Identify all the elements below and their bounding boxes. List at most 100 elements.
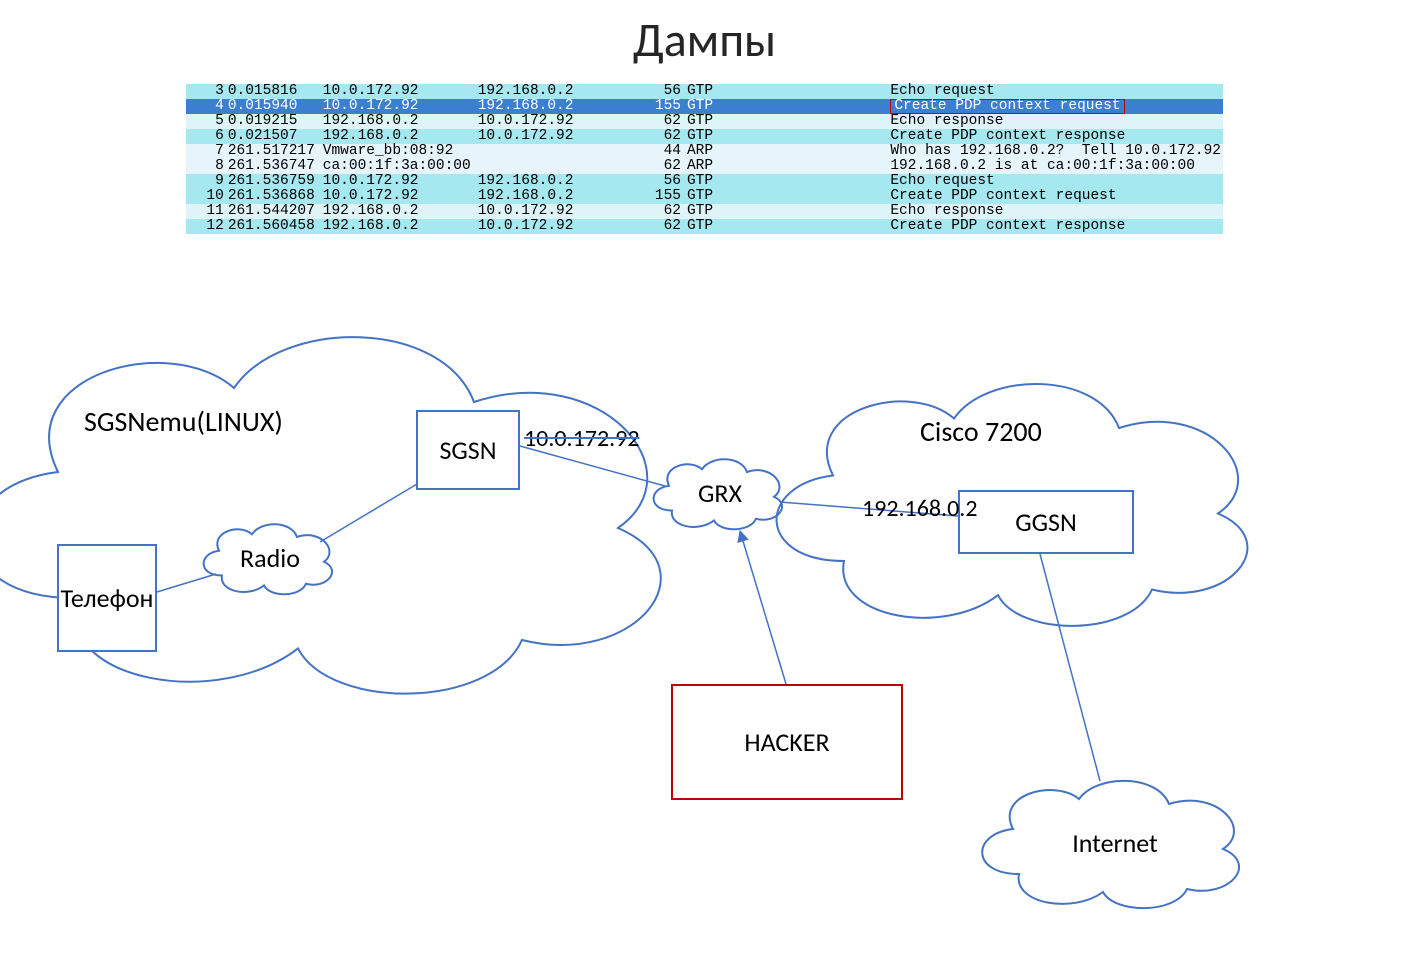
ip-ggsn-label: 192.168.0.2 — [862, 494, 978, 523]
packet-row[interactable]: 11261.544207192.168.0.210.0.172.9262GTPE… — [186, 204, 1223, 219]
packet-row[interactable]: 10261.53686810.0.172.92192.168.0.2155GTP… — [186, 189, 1223, 204]
packet-cell: GTP — [685, 204, 888, 219]
packet-cell: 12 — [186, 219, 226, 234]
packet-cell: 62 — [640, 204, 685, 219]
packet-cell: Vmware_bb:08:92 — [321, 144, 476, 159]
packet-cell: 192.168.0.2 — [476, 84, 640, 99]
packet-cell: 10.0.172.92 — [476, 114, 640, 129]
svg-text:Internet: Internet — [1072, 827, 1158, 859]
packet-cell: GTP — [685, 129, 888, 144]
packet-cell: 10.0.172.92 — [321, 174, 476, 189]
packet-cell: 3 — [186, 84, 226, 99]
packet-cell: 56 — [640, 174, 685, 189]
packet-cell: 4 — [186, 99, 226, 114]
packet-cell: GTP — [685, 84, 888, 99]
ip-sgsn-label: 10.0.172.92 — [524, 424, 640, 453]
packet-cell: 0.021507 — [226, 129, 321, 144]
packet-row[interactable]: 50.019215192.168.0.210.0.172.9262GTPEcho… — [186, 114, 1223, 129]
packet-cell: 5 — [186, 114, 226, 129]
packet-cell: Echo response — [888, 204, 1223, 219]
packet-cell: 11 — [186, 204, 226, 219]
packet-cell: ARP — [685, 144, 888, 159]
packet-row[interactable]: 8261.536747ca:00:1f:3a:00:00 62ARP192.168… — [186, 159, 1223, 174]
packet-cell: GTP — [685, 189, 888, 204]
packet-cell: 0.015940 — [226, 99, 321, 114]
packet-cell: 192.168.0.2 — [321, 204, 476, 219]
packet-cell: 10.0.172.92 — [476, 129, 640, 144]
packet-cell: 155 — [640, 189, 685, 204]
sgsn-label: SGSN — [439, 434, 496, 466]
packet-cell: GTP — [685, 99, 888, 114]
packet-cell: GTP — [685, 174, 888, 189]
packet-cell: Create PDP context request — [888, 189, 1223, 204]
packet-cell: 192.168.0.2 — [476, 99, 640, 114]
packet-cell: 10 — [186, 189, 226, 204]
packet-row[interactable]: 9261.53675910.0.172.92192.168.0.256GTPEc… — [186, 174, 1223, 189]
packet-cell: Who has 192.168.0.2? Tell 10.0.172.92 — [888, 144, 1223, 159]
hacker-node: HACKER — [671, 684, 903, 800]
diagram-svg: Radio GRX Internet — [0, 284, 1409, 924]
packet-row[interactable]: 40.01594010.0.172.92192.168.0.2155GTPCre… — [186, 99, 1223, 114]
packet-row[interactable]: 7261.517217Vmware_bb:08:92 44ARPWho has 1… — [186, 144, 1223, 159]
packet-cell: 44 — [640, 144, 685, 159]
packet-cell: 10.0.172.92 — [476, 204, 640, 219]
packet-cell: Create PDP context response — [888, 129, 1223, 144]
packet-cell — [476, 159, 640, 174]
packet-cell: 56 — [640, 84, 685, 99]
packet-cell — [476, 144, 640, 159]
highlighted-info: Create PDP context request — [890, 99, 1124, 114]
sgsn-node: SGSN — [416, 410, 520, 490]
packet-cell: GTP — [685, 114, 888, 129]
packet-row[interactable]: 60.021507192.168.0.210.0.172.9262GTPCrea… — [186, 129, 1223, 144]
packet-cell: 10.0.172.92 — [321, 84, 476, 99]
packet-cell: 0.019215 — [226, 114, 321, 129]
packet-dump-table: 30.01581610.0.172.92192.168.0.256GTPEcho… — [186, 84, 1223, 234]
packet-cell: 261.536747 — [226, 159, 321, 174]
packet-cell: ca:00:1f:3a:00:00 — [321, 159, 476, 174]
packet-cell: 62 — [640, 129, 685, 144]
packet-cell: 10.0.172.92 — [476, 219, 640, 234]
packet-cell: 261.517217 — [226, 144, 321, 159]
packet-cell: 0.015816 — [226, 84, 321, 99]
packet-cell: GTP — [685, 219, 888, 234]
packet-cell: 261.536759 — [226, 174, 321, 189]
packet-cell: 9 — [186, 174, 226, 189]
packet-cell: 62 — [640, 114, 685, 129]
packet-cell: 261.536868 — [226, 189, 321, 204]
packet-cell: 192.168.0.2 — [321, 219, 476, 234]
packet-cell: 192.168.0.2 — [476, 189, 640, 204]
cisco-cloud-label: Cisco 7200 — [920, 414, 1042, 449]
packet-cell: 10.0.172.92 — [321, 99, 476, 114]
packet-cell: ARP — [685, 159, 888, 174]
packet-cell: 192.168.0.2 — [476, 174, 640, 189]
ggsn-node: GGSN — [958, 490, 1134, 554]
packet-cell: 261.560458 — [226, 219, 321, 234]
packet-cell: Echo request — [888, 174, 1223, 189]
packet-cell: 155 — [640, 99, 685, 114]
sgsnemu-cloud-label: SGSNemu(LINUX) — [84, 404, 283, 439]
page-title: Дампы — [0, 10, 1409, 69]
packet-cell: 6 — [186, 129, 226, 144]
packet-cell: 62 — [640, 219, 685, 234]
packet-cell: 261.544207 — [226, 204, 321, 219]
packet-cell: 10.0.172.92 — [321, 189, 476, 204]
phone-label: Телефон — [61, 582, 154, 614]
hacker-label: HACKER — [744, 726, 829, 758]
packet-cell: Echo request — [888, 84, 1223, 99]
packet-cell: 192.168.0.2 — [321, 129, 476, 144]
packet-cell: Create PDP context response — [888, 219, 1223, 234]
svg-text:GRX: GRX — [698, 477, 743, 509]
packet-cell: 8 — [186, 159, 226, 174]
packet-row[interactable]: 30.01581610.0.172.92192.168.0.256GTPEcho… — [186, 84, 1223, 99]
phone-node: Телефон — [57, 544, 157, 652]
svg-text:Radio: Radio — [240, 542, 300, 574]
packet-row[interactable]: 12261.560458192.168.0.210.0.172.9262GTPC… — [186, 219, 1223, 234]
packet-cell: 192.168.0.2 is at ca:00:1f:3a:00:00 — [888, 159, 1223, 174]
network-diagram: Radio GRX Internet SGSNemu(LINUX) Cisco 72… — [0, 284, 1409, 924]
ggsn-label: GGSN — [1015, 506, 1077, 538]
packet-cell: Echo response — [888, 114, 1223, 129]
packet-cell: 62 — [640, 159, 685, 174]
packet-cell: 192.168.0.2 — [321, 114, 476, 129]
packet-cell: Create PDP context request — [888, 99, 1223, 114]
packet-cell: 7 — [186, 144, 226, 159]
